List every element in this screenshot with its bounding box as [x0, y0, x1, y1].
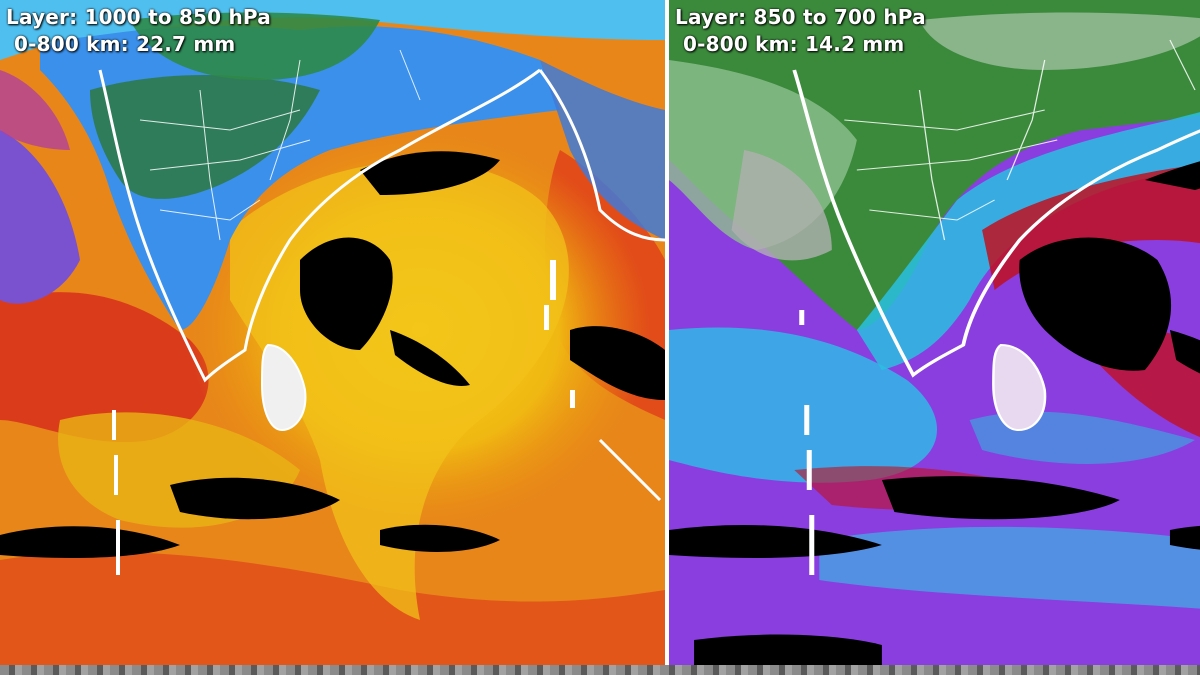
cyclone-eye-dry-slot — [300, 237, 393, 350]
island-chain — [112, 260, 575, 575]
water-vapor-map-lower-layer — [0, 0, 665, 665]
stat-label: 0-800 km: 22.7 mm — [14, 32, 236, 56]
island-chain — [799, 310, 815, 575]
map-panel-1000-850: Layer: 1000 to 850 hPa 0-800 km: 22.7 mm — [0, 0, 665, 665]
panel-divider — [665, 0, 669, 675]
water-vapor-map-upper-layer — [669, 0, 1200, 665]
layer-label: Layer: 850 to 700 hPa — [675, 5, 926, 29]
indian-coastline — [792, 69, 1200, 378]
cyclone-eye-dry-slot — [1019, 237, 1172, 371]
bottom-strip — [0, 665, 1200, 675]
indian-coastline — [98, 68, 541, 383]
sri-lanka-outline — [260, 343, 307, 432]
layer-label: Layer: 1000 to 850 hPa — [6, 5, 271, 29]
map-panel-850-700: Layer: 850 to 700 hPa 0-800 km: 14.2 mm — [669, 0, 1200, 665]
sri-lanka-outline — [992, 343, 1047, 432]
stat-label: 0-800 km: 14.2 mm — [683, 32, 905, 56]
state-boundaries — [139, 49, 421, 241]
state-boundaries — [844, 39, 1196, 241]
